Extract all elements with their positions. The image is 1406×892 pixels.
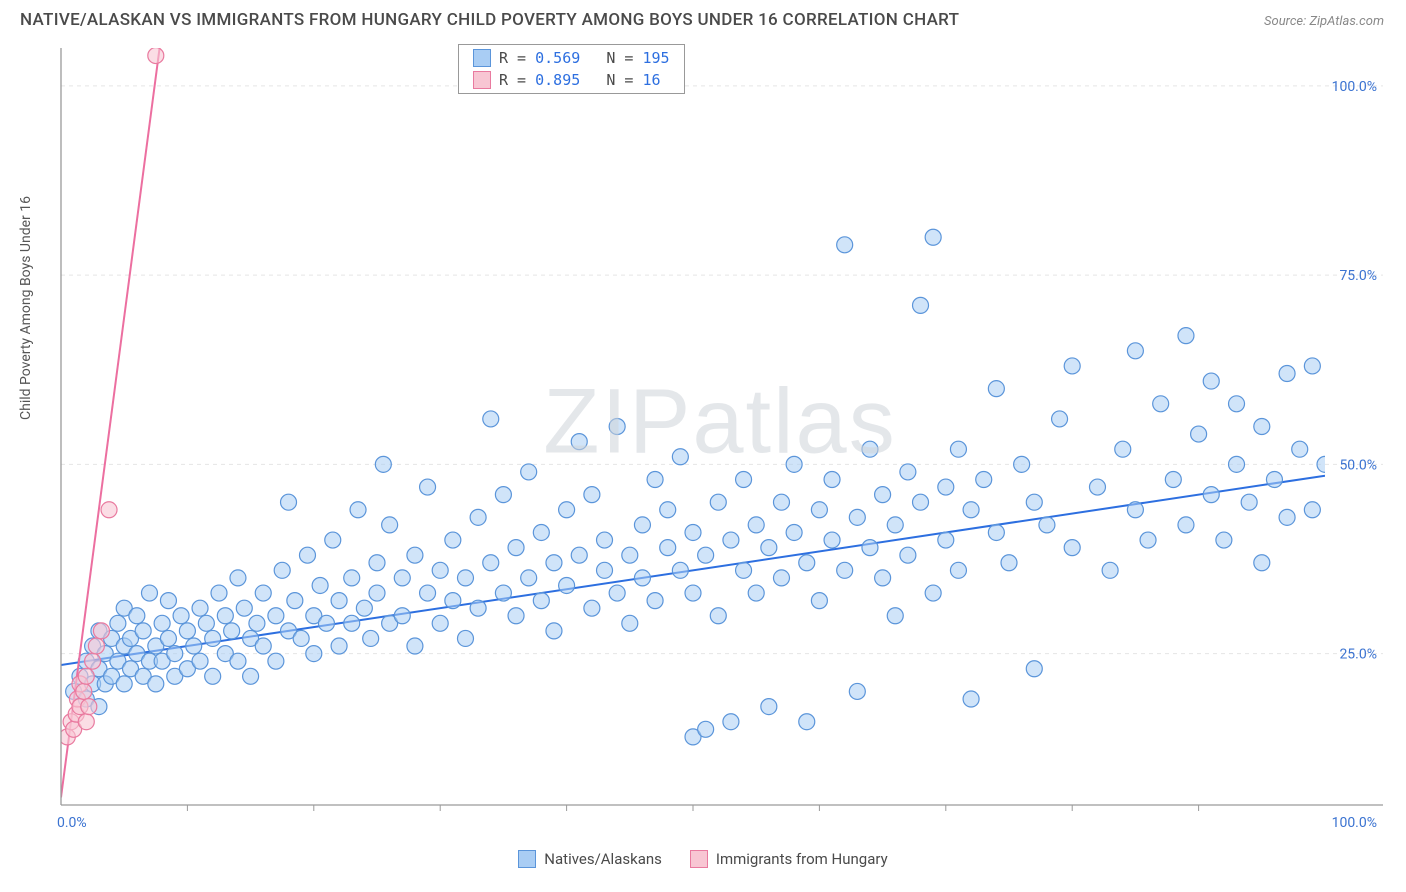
y-tick-label: 75.0% <box>1339 268 1377 284</box>
stat-n: N = 16 <box>588 71 660 89</box>
y-axis-label: Child Poverty Among Boys Under 16 <box>18 196 34 420</box>
stat-r: R = 0.895 <box>499 71 580 89</box>
stats-row: R = 0.895 N = 16 <box>459 69 684 91</box>
legend-item: Immigrants from Hungary <box>690 850 888 868</box>
bottom-legend: Natives/Alaskans Immigrants from Hungary <box>0 850 1406 868</box>
stat-n: N = 195 <box>588 49 669 67</box>
plot-svg: 25.0% 50.0% 75.0% 100.0% 0.0% 100.0% <box>55 40 1385 835</box>
series-swatch <box>473 71 491 89</box>
y-tick-label: 100.0% <box>1332 79 1377 95</box>
source-attribution: Source: ZipAtlas.com <box>1264 14 1384 29</box>
legend-label: Natives/Alaskans <box>544 850 662 868</box>
legend-swatch <box>518 850 536 868</box>
chart-title: NATIVE/ALASKAN VS IMMIGRANTS FROM HUNGAR… <box>20 10 959 30</box>
source-prefix: Source: <box>1264 14 1309 29</box>
legend-item: Natives/Alaskans <box>518 850 662 868</box>
y-tick-label: 50.0% <box>1339 457 1377 473</box>
x-tick-label: 0.0% <box>57 815 87 831</box>
y-tick-label: 25.0% <box>1339 647 1377 663</box>
scatter-plot: 25.0%50.0%75.0%100.0%0.0%100.0% ZIPatlas <box>55 40 1385 835</box>
correlation-stats-box: R = 0.569 N = 195R = 0.895 N = 16 <box>458 44 685 94</box>
series-swatch <box>473 49 491 67</box>
source-name: ZipAtlas.com <box>1309 14 1384 29</box>
legend-label: Immigrants from Hungary <box>716 850 888 868</box>
stats-row: R = 0.569 N = 195 <box>459 47 684 69</box>
stat-r: R = 0.569 <box>499 49 580 67</box>
legend-swatch <box>690 850 708 868</box>
x-tick-label: 100.0% <box>1332 815 1377 831</box>
